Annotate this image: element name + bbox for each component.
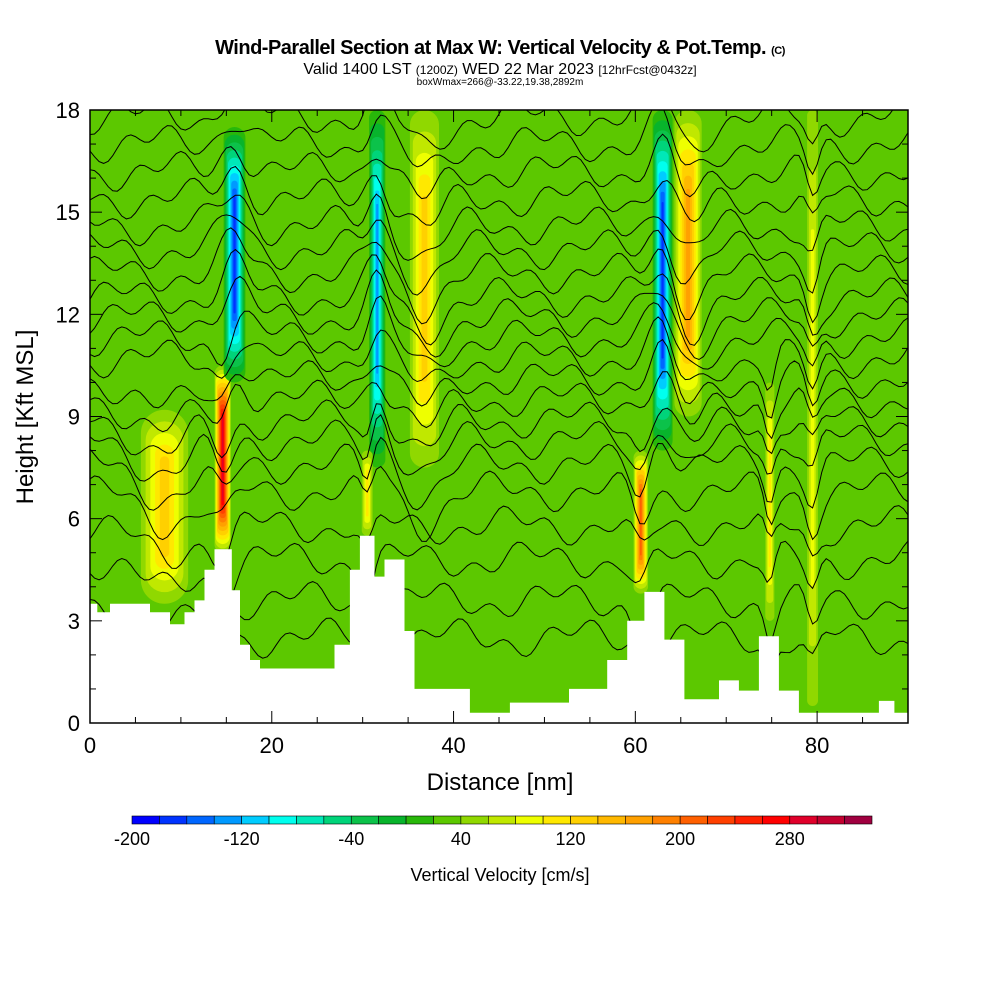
colorbar-swatch — [323, 815, 352, 825]
theta-contour-line — [90, 269, 908, 361]
colorbar-swatch — [460, 815, 489, 825]
colorbar-swatch — [159, 815, 188, 825]
colorbar-swatch — [625, 815, 654, 825]
w-band — [159, 456, 170, 558]
theta-contour-line — [90, 193, 908, 261]
colorbar-swatch — [515, 815, 544, 825]
y-tick-label: 18 — [56, 98, 80, 123]
box-wmax-info: boxWmax=266@-33.22,19.38,2892m — [416, 77, 584, 88]
colorbar: -200 -120 -40 40 120 200 280 — [114, 815, 873, 849]
x-tick-label: 60 — [623, 733, 647, 758]
colorbar-label: Vertical Velocity [cm/s] — [410, 865, 589, 885]
theta-contour-line — [90, 214, 908, 296]
y-tick-label: 12 — [56, 302, 80, 327]
w-band — [376, 203, 379, 374]
x-tick-label: 0 — [84, 733, 96, 758]
w-band — [639, 488, 642, 556]
w-band — [686, 188, 690, 338]
colorbar-swatch — [789, 815, 818, 825]
colorbar-swatch — [762, 815, 791, 825]
theta-contour-line — [90, 436, 908, 511]
colorbar-tick-label: 280 — [775, 829, 805, 849]
theta-contour-line — [90, 295, 908, 370]
colorbar-tick-label: -40 — [338, 829, 364, 849]
title-mark: (C) — [771, 45, 785, 57]
colorbar-tick-label: 40 — [451, 829, 471, 849]
colorbar-swatch — [433, 815, 462, 825]
y-tick-label: 15 — [56, 200, 80, 225]
colorbar-tick-label: -120 — [224, 829, 260, 849]
colorbar-swatch — [268, 815, 297, 825]
colorbar-swatch — [816, 815, 845, 825]
theta-contour-line — [90, 413, 908, 482]
colorbar-swatch — [405, 815, 434, 825]
y-tick-label: 3 — [68, 609, 80, 634]
w-band — [365, 469, 369, 517]
colorbar-swatch — [487, 815, 517, 825]
colorbar-swatch — [241, 815, 270, 825]
w-band — [222, 417, 224, 501]
theta-contour-line — [90, 338, 908, 419]
theta-contour-line — [90, 133, 908, 200]
colorbar-swatch — [186, 815, 215, 825]
y-tick-label: 6 — [68, 507, 80, 532]
colorbar-tick-label: 120 — [555, 829, 585, 849]
w-band — [661, 201, 664, 359]
y-axis-label: Height [Kft MSL] — [12, 330, 39, 505]
y-tick-label: 9 — [68, 405, 80, 430]
colorbar-swatch — [378, 815, 407, 825]
colorbar-tick-label: -200 — [114, 829, 150, 849]
w-band — [233, 195, 236, 314]
colorbar-swatch — [213, 815, 242, 825]
theta-contour-line — [90, 371, 908, 440]
theta-contour-line — [90, 399, 908, 459]
theta-contour-line — [90, 110, 908, 176]
chart-subtitle: Valid 1400 LST (1200Z) WED 22 Mar 2023 [… — [303, 61, 697, 78]
x-tick-label: 20 — [260, 733, 284, 758]
colorbar-swatch — [131, 815, 160, 825]
theta-contour-line — [90, 316, 908, 391]
colorbar-swatch — [350, 815, 379, 825]
y-tick-label: 0 — [68, 711, 80, 736]
colorbar-swatch — [296, 815, 325, 825]
colorbar-swatch — [679, 815, 708, 825]
colorbar-swatch — [844, 815, 873, 825]
colorbar-swatch — [734, 815, 763, 825]
x-tick-label: 40 — [441, 733, 465, 758]
colorbar-swatch — [597, 815, 626, 825]
chart-title: Wind-Parallel Section at Max W: Vertical… — [215, 37, 785, 59]
theta-contour-line — [90, 465, 908, 542]
theta-contour-line — [90, 248, 908, 346]
terrain — [90, 535, 908, 723]
colorbar-swatch — [707, 815, 736, 825]
axes: 0 20 40 60 80 0 3 6 9 12 15 18 — [56, 98, 908, 758]
w-band — [810, 229, 815, 587]
w-band — [421, 195, 428, 382]
colorbar-tick-label: 200 — [665, 829, 695, 849]
colorbar-swatch — [652, 815, 681, 825]
theta-contour-line — [90, 227, 908, 325]
colorbar-swatch — [542, 815, 571, 825]
theta-contour-line — [90, 165, 908, 226]
x-axis-label: Distance [nm] — [427, 769, 574, 796]
colorbar-swatch — [570, 815, 599, 825]
x-tick-label: 80 — [805, 733, 829, 758]
